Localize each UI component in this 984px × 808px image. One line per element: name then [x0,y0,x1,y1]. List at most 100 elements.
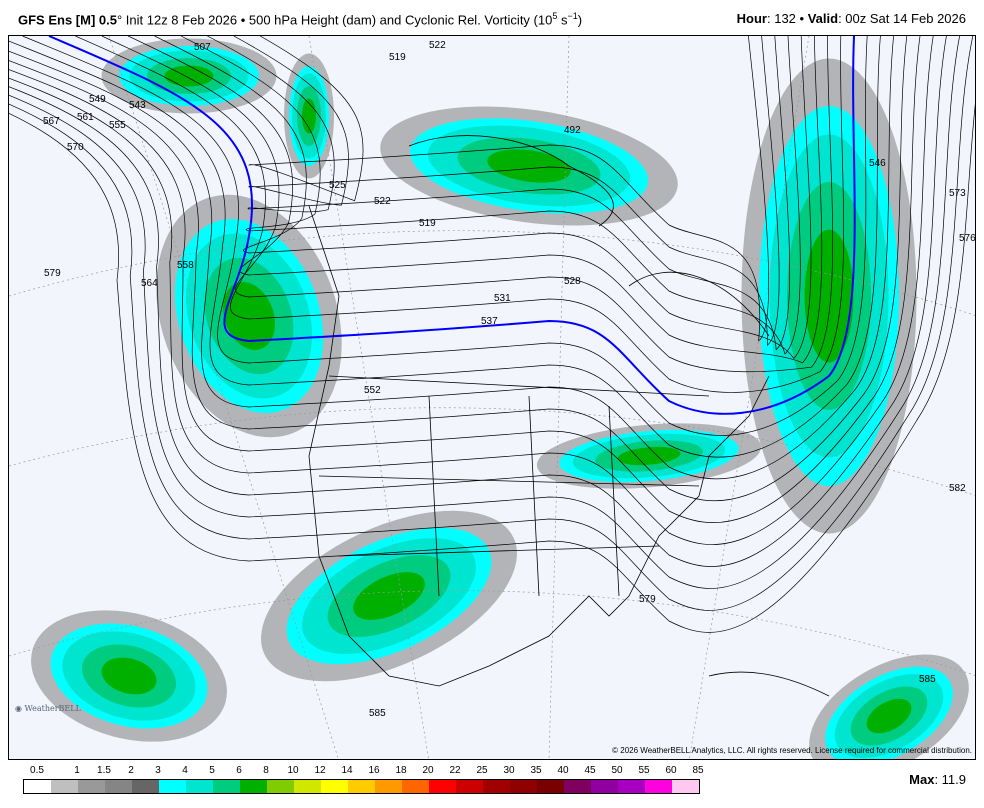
height-contour [101,36,834,373]
contour-label: 579 [44,268,61,279]
colorbar-label: 10 [287,765,299,776]
colorbar-swatch [105,780,132,793]
vorticity-area [866,698,912,734]
colorbar-label: 45 [584,765,596,776]
contour-label: 522 [429,40,446,51]
vorticity-area [617,446,681,466]
colorbar-swatch [375,780,402,793]
coastlines-borders [308,135,830,697]
height-contour [248,36,770,342]
vorticity-area [487,149,571,183]
contour-540-highlight [48,36,856,415]
colorbar-swatch [51,780,78,793]
unit-seconds-exponent: −1 [567,11,578,21]
contour-label: 549 [89,94,106,105]
contour-label: 558 [177,260,194,271]
contour-label: 492 [564,125,581,136]
colorbar [23,779,700,794]
colorbar-label: 30 [503,765,515,776]
colorbar-swatch [429,780,456,793]
map-canvas: 507 519 522 549 543 567 561 555 570 579 564 558 525 5… [9,36,975,759]
contour-label: 564 [141,278,158,289]
vorticity-shading [31,38,969,759]
colorbar-swatch [321,780,348,793]
vorticity-area [804,229,854,363]
unit-seconds: s [557,12,568,28]
height-contour [180,36,801,355]
hour-label: Hour [736,11,767,26]
valid-value: : 00z Sat 14 Feb 2026 [838,11,966,26]
vorticity-area [164,65,214,87]
contour-label: 585 [369,708,386,719]
colorbar-label: 25 [476,765,488,776]
colorbar-label: 18 [395,765,407,776]
height-contour [22,36,868,436]
colorbar-swatch [159,780,186,793]
contour-label: 585 [919,674,936,685]
height-contour [9,36,881,458]
valid-time: Hour: 132 • Valid: 00z Sat 14 Feb 2026 [737,11,966,26]
contour-label: 555 [109,120,126,131]
contour-label: 519 [419,218,436,229]
colorbar-label: 3 [155,765,161,776]
weather-map: 507 519 522 549 543 567 561 555 570 579 564 558 525 5… [8,35,976,760]
contour-label: 531 [494,293,511,304]
colorbar-label: 2 [128,765,134,776]
max-label: Max [909,772,935,787]
contour-label: 573 [949,188,966,199]
contour-label: 567 [43,116,60,127]
contour-labels: 507 519 522 549 543 567 561 555 570 579 564 558 525 5… [43,40,975,719]
colorbar-swatch [294,780,321,793]
contour-label: 525 [329,180,346,191]
vorticity-area [101,657,157,695]
hour-value: : 132 • [767,11,808,26]
colorbar-label: 1.5 [97,765,111,776]
height-contour [9,36,947,567]
logo-text: WeatherBELL [24,704,81,713]
contour-label: 519 [389,52,406,63]
contour-label: 552 [364,385,381,396]
colorbar-swatch [132,780,159,793]
height-contours [9,36,975,633]
contour-label: 546 [869,158,886,169]
contour-label: 570 [67,142,84,153]
colorbar-label: 16 [368,765,380,776]
colorbar-swatch [672,780,699,793]
height-contour [9,36,908,501]
unit-exponent: 5 [552,11,558,21]
colorbar-label: 60 [665,765,677,776]
colorbar-swatch [537,780,564,793]
colorbar-label: 4 [182,765,188,776]
colorbar-swatch [483,780,510,793]
contour-label: 579 [639,594,656,605]
colorbar-swatch [213,780,240,793]
colorbar-swatch [618,780,645,793]
colorbar-label: 85 [692,765,704,776]
colorbar-label: 8 [263,765,269,776]
colorbar-swatch [591,780,618,793]
colorbar-swatch [348,780,375,793]
colorbar-swatch [645,780,672,793]
colorbar-swatch [510,780,537,793]
vorticity-area [223,282,275,350]
contour-label: 582 [949,483,966,494]
colorbar-swatch [564,780,591,793]
colorbar-swatch [24,780,51,793]
colorbar-label: 22 [449,765,461,776]
contour-label: 561 [77,112,94,123]
map-title: GFS Ens [M] 0.5° Init 12z 8 Feb 2026 • 5… [18,11,582,27]
valid-label: Valid [807,11,839,26]
max-value: Max: 11.9 [909,772,966,787]
height-contour [9,36,974,611]
max-number: : 11.9 [934,772,966,787]
height-contour [207,36,791,351]
contour-label: 528 [564,276,581,287]
vorticity-area [353,572,425,620]
model-name: GFS Ens [M] 0.5 [18,12,117,28]
colorbar-swatch [78,780,105,793]
height-contour [9,36,894,480]
colorbar-label: 20 [422,765,434,776]
colorbar-label: 14 [341,765,353,776]
degree-symbol: ° [116,12,123,28]
colorbar-label: 0.5 [30,765,44,776]
